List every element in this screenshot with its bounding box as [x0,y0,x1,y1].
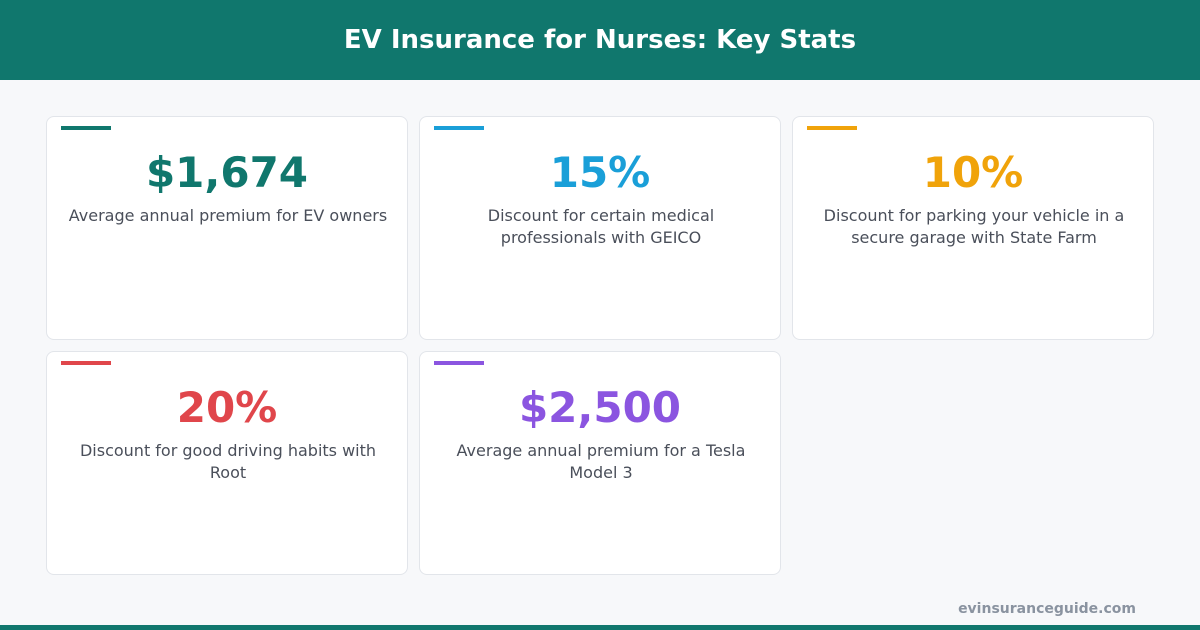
accent-bar [61,361,111,365]
stat-card: 10% Discount for parking your vehicle in … [792,116,1154,340]
source: evinsuranceguide.com [958,601,1136,617]
stat-card: 20% Discount for good driving habits with… [46,351,408,575]
accent-bar [434,361,484,365]
stat-value: 15% [549,148,651,197]
title: EV Insurance for Nurses: Key Stats [343,25,857,55]
bottom-bar [0,625,1200,630]
accent-bar [61,126,111,130]
header [0,0,1200,80]
stat-card: $1,674 Average annual premium for EV owne… [46,116,408,340]
stat-value: $1,674 [145,148,309,197]
stat-description: Discount for good driving habits with Ro… [79,441,377,482]
stat-value: $2,500 [518,383,682,432]
stat-value: 20% [176,383,278,432]
stat-value: 10% [922,148,1024,197]
accent-bar [434,126,484,130]
stat-description: Discount for parking your vehicle in a s… [823,206,1125,247]
stat-description: Discount for certain medical professiona… [487,206,715,247]
stat-card: $2,500 Average annual premium for a Tesla… [419,351,781,575]
stat-card: 15% Discount for certain medical professi… [419,116,781,340]
stat-description: Average annual premium for a Tesla Model… [456,441,746,482]
accent-bar [807,126,857,130]
stat-description: Average annual premium for EV owners [68,206,388,225]
